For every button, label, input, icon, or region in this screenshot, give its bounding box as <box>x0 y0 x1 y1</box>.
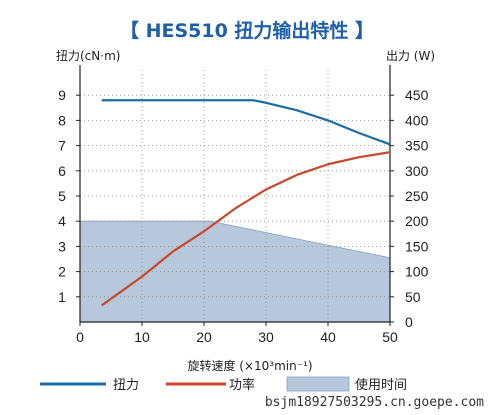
x-tick-label: 10 <box>134 329 150 345</box>
legend: 扭力 功率 使用时间 <box>40 376 407 393</box>
watermark-text: bsjm18927503295.cn.goepe.com <box>265 395 484 410</box>
y-right-tick-label: 50 <box>405 289 421 305</box>
y-right-tick-label: 250 <box>405 188 429 204</box>
y-right-tick-label: 150 <box>405 238 429 254</box>
usage-time-area <box>79 220 391 323</box>
y-right-tick-label: 450 <box>405 87 429 103</box>
x-axis-label: 旋转速度 (×10³min⁻¹) <box>187 358 312 373</box>
y-left-tick-label: 6 <box>58 163 66 179</box>
x-tick-label: 30 <box>258 329 274 345</box>
legend-usage-time-label: 使用时间 <box>355 377 407 393</box>
x-tick-label: 50 <box>382 329 398 345</box>
y-right-tick-label: 200 <box>405 213 429 229</box>
y-right-tick-label: 400 <box>405 112 429 128</box>
y-left-tick-label: 3 <box>58 238 66 254</box>
y-left-tick-label: 1 <box>58 289 66 305</box>
y-left-tick-label: 8 <box>58 112 66 128</box>
y-right-axis-label: 出力 (W) <box>386 49 435 63</box>
x-tick-label: 0 <box>76 329 84 345</box>
legend-usage-time-swatch <box>286 376 350 392</box>
torque-line <box>101 99 391 146</box>
power-line <box>101 151 391 307</box>
chart-title: 【 HES510 扭力输出特性 】 <box>120 19 374 42</box>
y-left-tick-label: 9 <box>58 87 66 103</box>
x-tick-label: 40 <box>320 329 336 345</box>
y-left-axis-label: 扭力(cN·m) <box>56 49 120 63</box>
plot-area: 0 10 20 30 40 50 1 2 3 4 5 6 7 8 9 0 50 100 150 200 250 300 35… <box>58 65 429 345</box>
y-right-tick-label: 300 <box>405 163 429 179</box>
y-left-tick-label: 2 <box>58 264 66 280</box>
y-left-tick-label: 4 <box>58 213 66 229</box>
y-right-tick-label: 350 <box>405 138 429 154</box>
y-right-tick-label: 100 <box>405 264 429 280</box>
x-tick-label: 20 <box>196 329 212 345</box>
y-left-tick-label: 7 <box>58 138 66 154</box>
legend-power-label: 功率 <box>229 377 255 393</box>
legend-torque-label: 扭力 <box>113 378 139 393</box>
y-left-tick-label: 5 <box>58 188 66 204</box>
y-right-tick-label: 0 <box>405 314 413 330</box>
